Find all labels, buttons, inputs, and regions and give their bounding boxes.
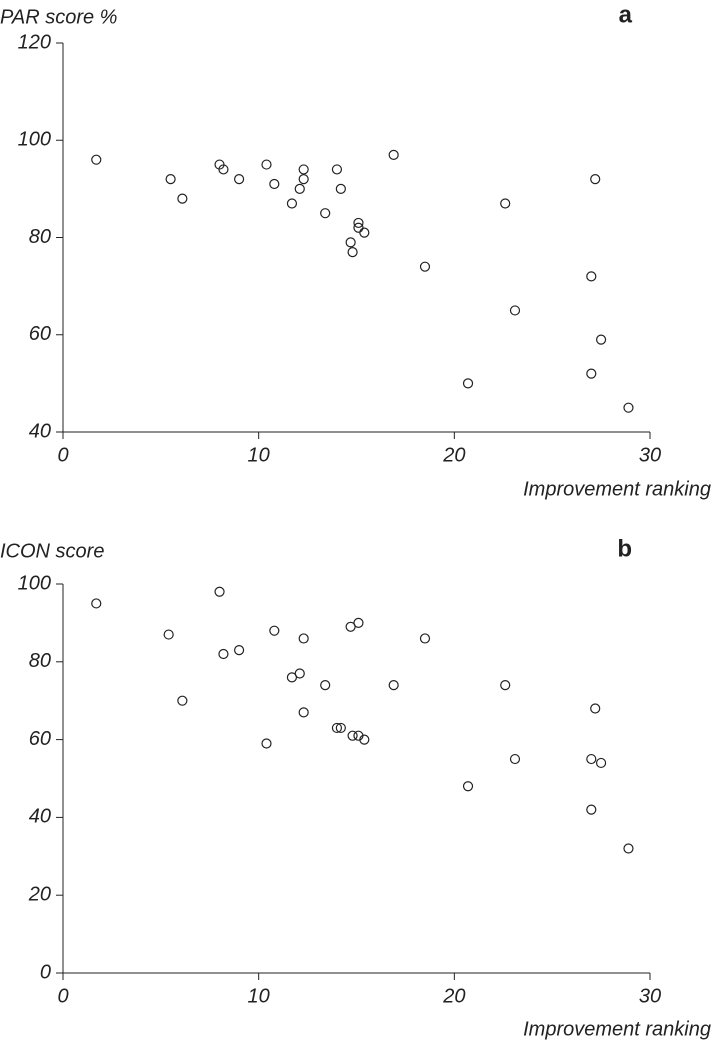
y-tick-label: 40 [29,806,51,828]
point [335,183,346,194]
point [359,734,370,745]
point [298,174,309,185]
point [590,703,601,714]
point [218,164,229,175]
point [595,757,607,769]
point [419,633,431,644]
point [298,633,309,644]
x-tick-label: 10 [248,444,270,466]
point [294,668,305,679]
point [177,695,188,706]
y-tick-label: 40 [29,420,51,442]
point [462,781,474,792]
x-tick-label: 30 [639,444,661,466]
point [286,198,298,209]
x-axis-title: Improvement ranking [523,478,711,500]
point [234,174,245,185]
point [353,617,364,629]
panel-label: b [617,535,632,562]
point [595,334,607,345]
point [388,680,399,691]
point [218,648,229,660]
point [269,625,280,636]
point [331,164,343,175]
point [353,217,364,229]
point [91,598,102,609]
point [419,261,431,272]
point [623,843,634,854]
x-axis-title: Improvement ranking [523,1018,711,1040]
y-tick-label: 0 [40,961,51,983]
point [586,368,597,379]
point [590,174,601,185]
x-tick-label: 0 [57,985,68,1007]
x-tick-label: 10 [248,985,270,1007]
point [91,154,102,165]
y-tick-label: 80 [29,226,51,248]
panel-label: a [619,1,633,28]
point [623,402,634,413]
point [320,680,331,691]
y-axis-title: PAR score % [0,6,117,28]
point [345,621,356,632]
point [335,722,346,734]
y-axis-title: ICON score [0,540,104,562]
point [261,738,272,749]
point [509,305,521,316]
point [234,645,245,656]
y-tick-label: 20 [28,883,51,905]
point [586,804,597,815]
x-tick-label: 30 [639,985,661,1007]
y-tick-label: 80 [29,650,51,672]
point [500,198,511,209]
point [347,730,358,741]
y-tick-label: 60 [29,728,51,750]
point [214,586,225,597]
x-tick-label: 20 [442,444,465,466]
y-tick-label: 120 [18,31,51,53]
point [298,707,309,718]
point [462,378,474,389]
x-tick-label: 0 [57,444,68,466]
point [165,174,176,185]
point [331,722,343,734]
point [294,183,305,194]
point [163,629,174,640]
x-tick-label: 20 [442,985,465,1007]
point [509,753,521,765]
point [286,672,298,683]
point [586,271,597,282]
point [298,164,309,175]
point [269,178,280,190]
point [586,753,597,765]
point [261,159,272,170]
point [388,149,399,160]
point [320,208,331,219]
y-tick-label: 100 [18,572,51,594]
y-tick-label: 60 [29,323,51,345]
point [359,227,370,238]
point [345,237,356,248]
point [500,680,511,691]
point [347,246,358,258]
point [177,193,188,204]
y-tick-label: 100 [18,129,51,151]
